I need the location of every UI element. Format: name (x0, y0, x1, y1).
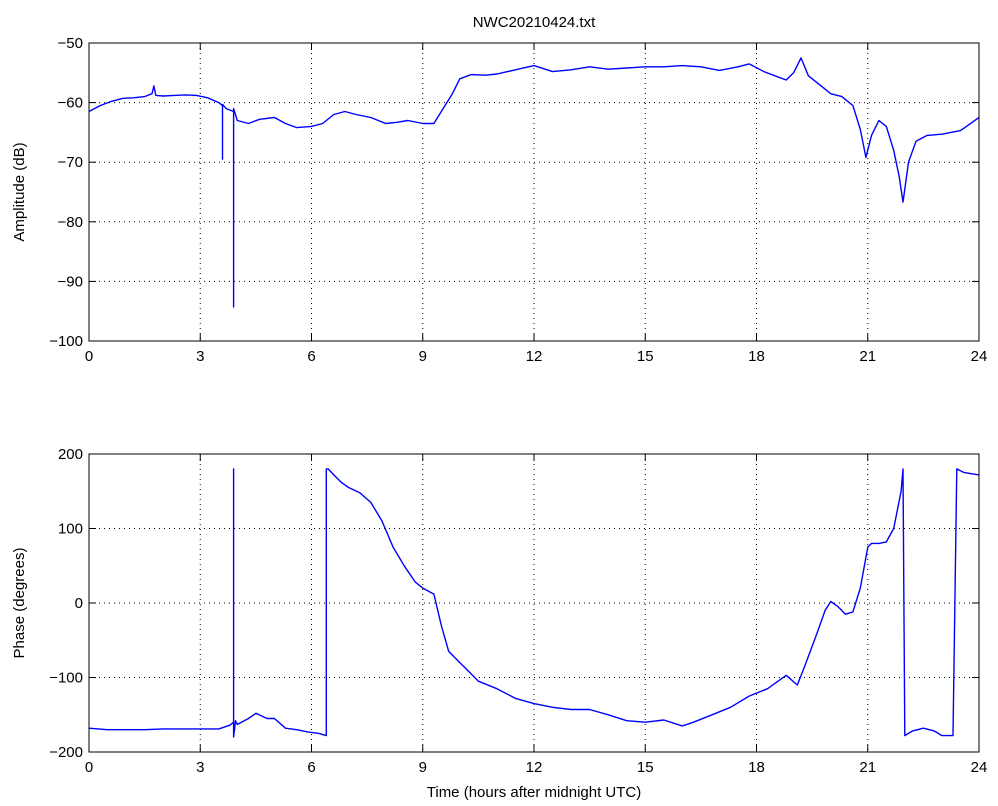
phase-y-tick-label: −100 (49, 670, 83, 687)
amplitude-x-tick-label: 9 (419, 348, 427, 365)
amplitude-x-tick-label: 3 (196, 348, 204, 365)
amplitude-y-tick-label: −70 (58, 154, 83, 171)
phase-y-tick-label: −200 (49, 744, 83, 761)
phase-grid (89, 454, 979, 752)
phase-x-tick-label: 3 (196, 759, 204, 776)
amplitude-y-tick-label: −90 (58, 273, 83, 290)
amplitude-plot: 0 3 6 9 12 15 18 21 24 −50 −60 −70 −80 −90 −100 Ampli… (11, 35, 987, 365)
phase-y-axis-label: Phase (degrees) (11, 548, 28, 659)
phase-axes-box (88, 453, 980, 753)
amplitude-grid (89, 43, 979, 341)
amplitude-x-tick-label: 15 (637, 348, 654, 365)
phase-x-tick-label: 9 (419, 759, 427, 776)
phase-y-tick-label: 0 (75, 595, 83, 612)
phase-x-axis-label: Time (hours after midnight UTC) (427, 784, 642, 801)
phase-y-tick-label: 100 (58, 521, 83, 538)
amplitude-series-line (88, 57, 980, 308)
amplitude-y-tick-label: −50 (58, 35, 83, 52)
phase-x-tick-labels: 0 3 6 9 12 15 18 21 24 (85, 759, 988, 776)
amplitude-x-tick-label: 12 (526, 348, 543, 365)
amplitude-x-tick-label: 0 (85, 348, 93, 365)
phase-y-tick-label: 200 (58, 446, 83, 463)
amplitude-x-tick-label: 6 (307, 348, 315, 365)
phase-x-tick-label: 6 (307, 759, 315, 776)
amplitude-y-tick-label: −60 (58, 95, 83, 112)
chart-title: NWC20210424.txt (473, 14, 596, 31)
phase-x-tick-label: 21 (859, 759, 876, 776)
amplitude-y-tick-label: −80 (58, 214, 83, 231)
amplitude-x-tick-label: 24 (971, 348, 988, 365)
phase-x-tick-label: 24 (971, 759, 988, 776)
amplitude-y-axis-label: Amplitude (dB) (11, 142, 28, 241)
phase-x-tick-label: 12 (526, 759, 543, 776)
amplitude-x-tick-labels: 0 3 6 9 12 15 18 21 24 (85, 348, 988, 365)
phase-x-tick-label: 15 (637, 759, 654, 776)
phase-series-line (88, 468, 980, 738)
amplitude-plot-area (89, 43, 979, 341)
amplitude-y-tick-labels: −50 −60 −70 −80 −90 −100 (49, 35, 83, 350)
phase-y-tick-labels: 200 100 0 −100 −200 (49, 446, 83, 761)
amplitude-x-tick-label: 21 (859, 348, 876, 365)
amplitude-y-tick-label: −100 (49, 333, 83, 350)
amplitude-x-tick-label: 18 (748, 348, 765, 365)
phase-x-tick-label: 18 (748, 759, 765, 776)
amplitude-axes-box (88, 42, 980, 342)
phase-plot: 0 3 6 9 12 15 18 21 24 200 100 0 −100 −200 Phase (de… (11, 446, 987, 801)
phase-x-tick-label: 0 (85, 759, 93, 776)
